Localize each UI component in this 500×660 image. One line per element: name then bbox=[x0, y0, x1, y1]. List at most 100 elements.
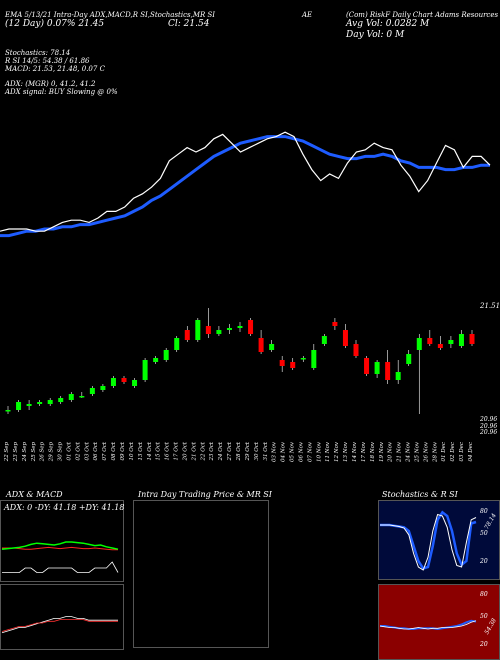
candle-body bbox=[216, 330, 222, 334]
date-label: 28 Oct bbox=[236, 441, 242, 461]
candle-body bbox=[37, 402, 43, 404]
candle-body bbox=[416, 338, 422, 350]
date-label: 13 Oct bbox=[138, 441, 144, 460]
candle-body bbox=[174, 338, 180, 350]
rsi-panel bbox=[378, 584, 500, 660]
date-label: 30 Sep bbox=[58, 442, 64, 462]
candle-body bbox=[132, 380, 138, 386]
date-label: 02 Oct bbox=[75, 441, 81, 460]
adx-macd-title: ADX & MACD bbox=[6, 490, 63, 499]
date-label: 14 Nov bbox=[352, 441, 358, 462]
macd-readout: MACD: 21.53, 21.48, 0.07 C bbox=[5, 65, 105, 73]
date-label: 16 Oct bbox=[165, 441, 171, 460]
candle-body bbox=[290, 362, 296, 368]
candle-body bbox=[427, 338, 433, 344]
date-label: 05 Nov bbox=[290, 441, 296, 462]
date-label: 21 Nov bbox=[397, 441, 403, 463]
date-label: 28 Nov bbox=[432, 441, 438, 463]
rsi-tick-80: 80 bbox=[480, 591, 488, 598]
price-chart: 22 Sep 23 Sep 24 Sep 25 Sep 26 Sep 29 Sep 30 S… bbox=[0, 131, 491, 463]
candle-body bbox=[184, 330, 190, 340]
date-label: 03 Dec bbox=[459, 442, 465, 462]
candle-body bbox=[5, 410, 11, 412]
candle-body bbox=[448, 340, 454, 344]
date-label: 03 Oct bbox=[84, 441, 90, 460]
candle-body bbox=[26, 404, 32, 406]
price-label-low-3: 20.96 bbox=[480, 429, 498, 436]
date-label: 01 Oct bbox=[67, 441, 73, 460]
date-label: 23 Oct bbox=[209, 441, 215, 461]
date-label: 12 Nov bbox=[334, 441, 340, 462]
candle-body bbox=[258, 338, 264, 352]
candle-body bbox=[437, 344, 443, 348]
candle-body bbox=[121, 378, 127, 382]
stoch-tick-50: 50 bbox=[480, 530, 488, 537]
date-label: 25 Sep bbox=[31, 442, 37, 463]
date-label: 23 Sep bbox=[13, 442, 19, 463]
date-label: 02 Dec bbox=[450, 442, 456, 462]
macd-signal-line bbox=[1, 619, 118, 632]
candle-body bbox=[342, 330, 348, 346]
macd-line bbox=[1, 616, 118, 634]
candle-body bbox=[311, 350, 317, 368]
date-label: 24 Nov bbox=[406, 441, 412, 463]
candle-body bbox=[469, 334, 475, 344]
close-price-label: Cl: 21.54 bbox=[168, 19, 210, 29]
mrsi-line bbox=[379, 620, 477, 630]
date-label: 04 Nov bbox=[281, 441, 287, 462]
stoch-tick-20: 20 bbox=[480, 558, 488, 565]
date-label: 26 Sep bbox=[40, 442, 46, 463]
price-label-low-2: 20.96 bbox=[480, 423, 498, 430]
date-label: 29 Oct bbox=[245, 441, 251, 461]
candle-body bbox=[395, 372, 401, 380]
date-label: 22 Sep bbox=[4, 442, 10, 463]
date-label: 30 Oct bbox=[254, 441, 260, 460]
date-label: 07 Oct bbox=[102, 441, 108, 460]
date-label: 17 Oct bbox=[174, 441, 180, 460]
stochastics-readout: Stochastics: 78.14 bbox=[5, 49, 71, 57]
date-label: 13 Nov bbox=[343, 441, 349, 462]
ticker-label: AE bbox=[302, 11, 313, 19]
close-price-line bbox=[0, 131, 491, 232]
date-label: 24 Oct bbox=[218, 441, 224, 461]
stoch-rsi-title: Stochastics & R SI bbox=[382, 490, 458, 499]
date-label: 26 Nov bbox=[423, 441, 429, 463]
intraday-title: Intra Day Trading Price & MR SI bbox=[138, 490, 272, 499]
stoch-tick-80: 80 bbox=[480, 508, 488, 515]
candle-body bbox=[226, 328, 232, 330]
date-label: 20 Nov bbox=[388, 441, 394, 463]
date-label: 09 Oct bbox=[120, 441, 126, 460]
adx-readout: ADX: (MGR) 0, 41.2, 41.2 bbox=[5, 80, 96, 88]
candle-body bbox=[332, 322, 338, 326]
date-label: 07 Nov bbox=[307, 441, 313, 462]
candle-body bbox=[16, 402, 22, 410]
rsi-tick-50: 50 bbox=[480, 613, 488, 620]
candle-body bbox=[406, 354, 412, 364]
day-volume-label: Day Vol: 0 M bbox=[346, 30, 405, 40]
candle-body bbox=[195, 320, 201, 340]
price-label-low-1: 20.96 bbox=[480, 416, 498, 423]
candle-body bbox=[68, 394, 74, 400]
candle-body bbox=[300, 358, 306, 360]
date-label: 15 Oct bbox=[156, 441, 162, 460]
date-label: 19 Nov bbox=[379, 441, 385, 462]
date-label: 06 Oct bbox=[93, 441, 99, 460]
adx-signal-readout: ADX signal: BUY Slowing @ 0% bbox=[5, 88, 118, 96]
date-label: 22 Oct bbox=[200, 441, 206, 461]
stoch-d-line bbox=[380, 513, 477, 571]
date-label: 10 Nov bbox=[316, 441, 322, 462]
date-label: 21 Oct bbox=[191, 441, 197, 461]
company-line: (Com) RiskF Daily Chart Adams Resources bbox=[346, 11, 499, 19]
candle-body bbox=[142, 360, 148, 380]
intraday-panel bbox=[133, 500, 269, 648]
candle-body bbox=[100, 386, 106, 390]
candle-body bbox=[110, 378, 116, 386]
macd-panel bbox=[0, 584, 124, 650]
candle-body bbox=[79, 396, 85, 398]
date-label: 17 Nov bbox=[361, 441, 367, 462]
date-label: 14 Oct bbox=[147, 441, 153, 460]
candle-body bbox=[321, 336, 327, 344]
candle-body bbox=[163, 350, 169, 360]
date-label: 01 Dec bbox=[441, 442, 447, 462]
